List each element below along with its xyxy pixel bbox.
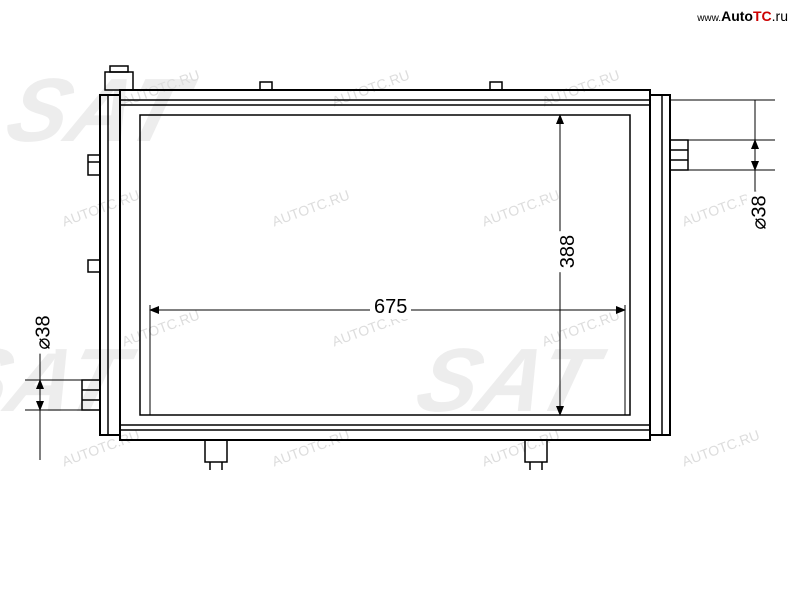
dim-dia-right-label: ⌀38 <box>747 191 772 233</box>
dim-dia-left-label: ⌀38 <box>31 311 56 353</box>
dim-width-label: 675 <box>370 296 411 319</box>
dim-height-label: 388 <box>557 231 580 272</box>
